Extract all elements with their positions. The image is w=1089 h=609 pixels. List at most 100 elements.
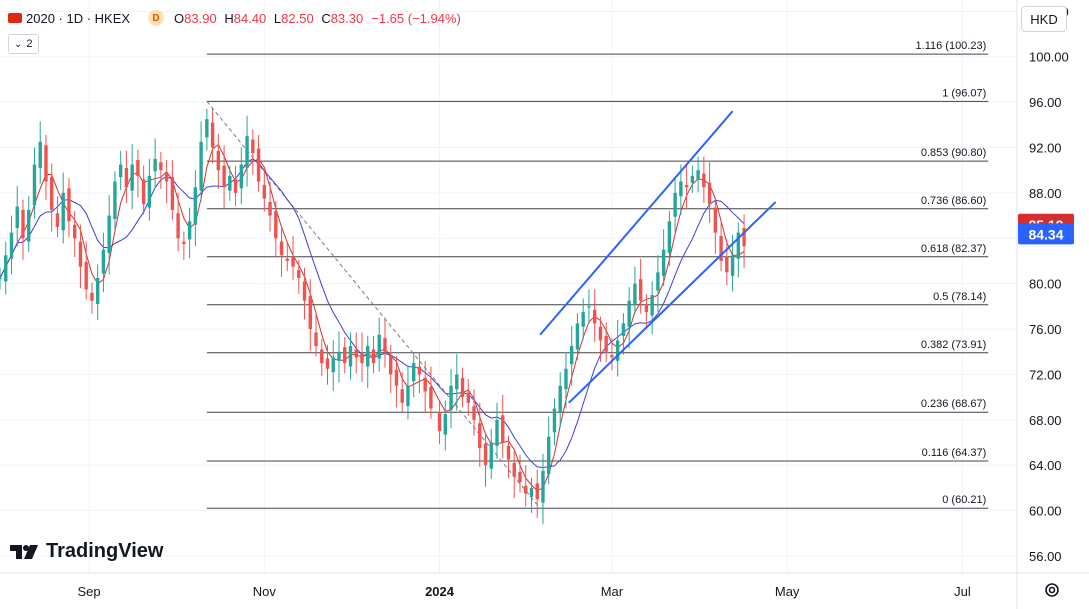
candle-body <box>314 332 318 347</box>
open-label: O <box>174 10 185 26</box>
candle-body <box>518 472 522 483</box>
indicators-count: 2 <box>26 38 33 50</box>
candle-body <box>673 192 677 217</box>
candle-body <box>466 392 470 403</box>
candle-body <box>176 213 180 239</box>
high-value: 84.40 <box>233 10 267 26</box>
candle-body <box>713 207 718 233</box>
x-tick-label: Nov <box>253 584 277 599</box>
fib-level-label: 0.853 (90.80) <box>921 147 986 159</box>
candle-body <box>742 228 746 247</box>
candle-body <box>501 415 505 443</box>
candle-body <box>343 347 347 364</box>
candle-body <box>656 272 660 291</box>
fib-level-label: 0 (60.21) <box>942 494 986 506</box>
candle-body <box>406 385 410 407</box>
candle-body <box>187 221 192 240</box>
open-value: 83.90 <box>184 10 217 26</box>
candle-body <box>268 201 272 216</box>
change-value: −1.65 (−1.94%) <box>371 10 461 26</box>
candle-body <box>437 411 442 432</box>
brand-name: TradingView <box>46 540 164 562</box>
candle-body <box>44 145 48 182</box>
close-value: 83.30 <box>330 10 364 26</box>
close-label: C <box>321 10 331 26</box>
candle-body <box>61 192 65 231</box>
candle-body <box>233 179 238 193</box>
candle-body <box>667 221 672 254</box>
delayed-badge[interactable]: D <box>148 10 165 26</box>
ohlc-legend: 2020 · 1D · HKEX D O83.90 H84.40 L82.50 … <box>8 9 461 27</box>
candle-body <box>124 167 129 188</box>
candle-body <box>529 487 534 497</box>
candle-body <box>15 206 19 229</box>
y-tick-label: 80.00 <box>1029 277 1062 292</box>
candle-body <box>182 241 186 244</box>
candle-body <box>210 122 215 148</box>
channel-lower-line <box>568 201 777 404</box>
ma-slow-line <box>0 158 745 469</box>
tradingview-logo[interactable]: TradingView <box>10 540 163 563</box>
candle-body <box>55 213 60 227</box>
candle-body <box>411 363 416 382</box>
y-tick-label: 92.00 <box>1029 141 1062 156</box>
candle-body <box>383 338 387 352</box>
candle-body <box>552 408 557 433</box>
candle-body <box>736 232 741 259</box>
candle-body <box>193 187 198 225</box>
trend-channel[interactable] <box>539 110 777 404</box>
candle-body <box>199 141 203 191</box>
indicators-toggle-button[interactable]: ⌄ 2 <box>8 34 39 54</box>
candle-body <box>725 256 729 273</box>
x-tick-label: Sep <box>77 584 100 599</box>
candle-body <box>489 442 493 469</box>
candle-body <box>279 241 284 256</box>
channel-upper-line <box>539 110 734 336</box>
candle-body <box>348 346 353 367</box>
candle-body <box>107 215 111 254</box>
x-tick-label: May <box>775 584 800 599</box>
candle-body <box>719 236 723 261</box>
gear-icon[interactable] <box>1042 580 1062 600</box>
candle-body <box>730 255 735 276</box>
candle-body <box>483 443 488 466</box>
candle-body <box>621 323 626 336</box>
candle-body <box>478 423 482 449</box>
fib-level-label: 0.618 (82.37) <box>921 243 986 255</box>
candle-body <box>78 241 83 267</box>
candle-body <box>661 249 666 276</box>
y-tick-label: 96.00 <box>1029 95 1062 110</box>
currency-button[interactable]: HKD <box>1021 6 1067 32</box>
candle-body <box>331 357 335 373</box>
candle-body <box>153 158 157 172</box>
fib-retracement[interactable]: 1.116 (100.23) 1 (96.07) 0.853 (90.80) 0.73… <box>206 40 989 509</box>
candle-body <box>274 211 278 239</box>
candle-body <box>205 119 209 138</box>
candle-body <box>130 164 134 191</box>
fib-level-label: 0.236 (68.67) <box>921 398 986 410</box>
candle-body <box>429 386 433 409</box>
candle-body <box>67 188 71 222</box>
candle-body <box>27 209 31 242</box>
candle-body <box>90 292 94 301</box>
candle-body <box>423 377 427 392</box>
fib-level-label: 1.116 (100.23) <box>916 40 987 52</box>
candle-body <box>592 309 597 324</box>
candle-body <box>360 352 364 364</box>
candle-body <box>164 173 169 182</box>
y-tick-label: 60.00 <box>1029 504 1062 519</box>
candle-body <box>570 346 574 365</box>
candle-body <box>297 270 301 278</box>
symbol-title[interactable]: 2020 · 1D · HKEX <box>26 10 131 26</box>
candle-body <box>702 173 706 188</box>
candle-body <box>610 355 614 358</box>
fib-level-label: 0.5 (78.14) <box>933 291 986 303</box>
last-price-tag-blue-label: 84.34 <box>1028 226 1063 242</box>
candle-body <box>696 170 700 180</box>
candle-body <box>644 304 649 313</box>
candle-body <box>449 385 453 410</box>
candle-body <box>251 139 255 154</box>
candle-body <box>587 306 591 308</box>
